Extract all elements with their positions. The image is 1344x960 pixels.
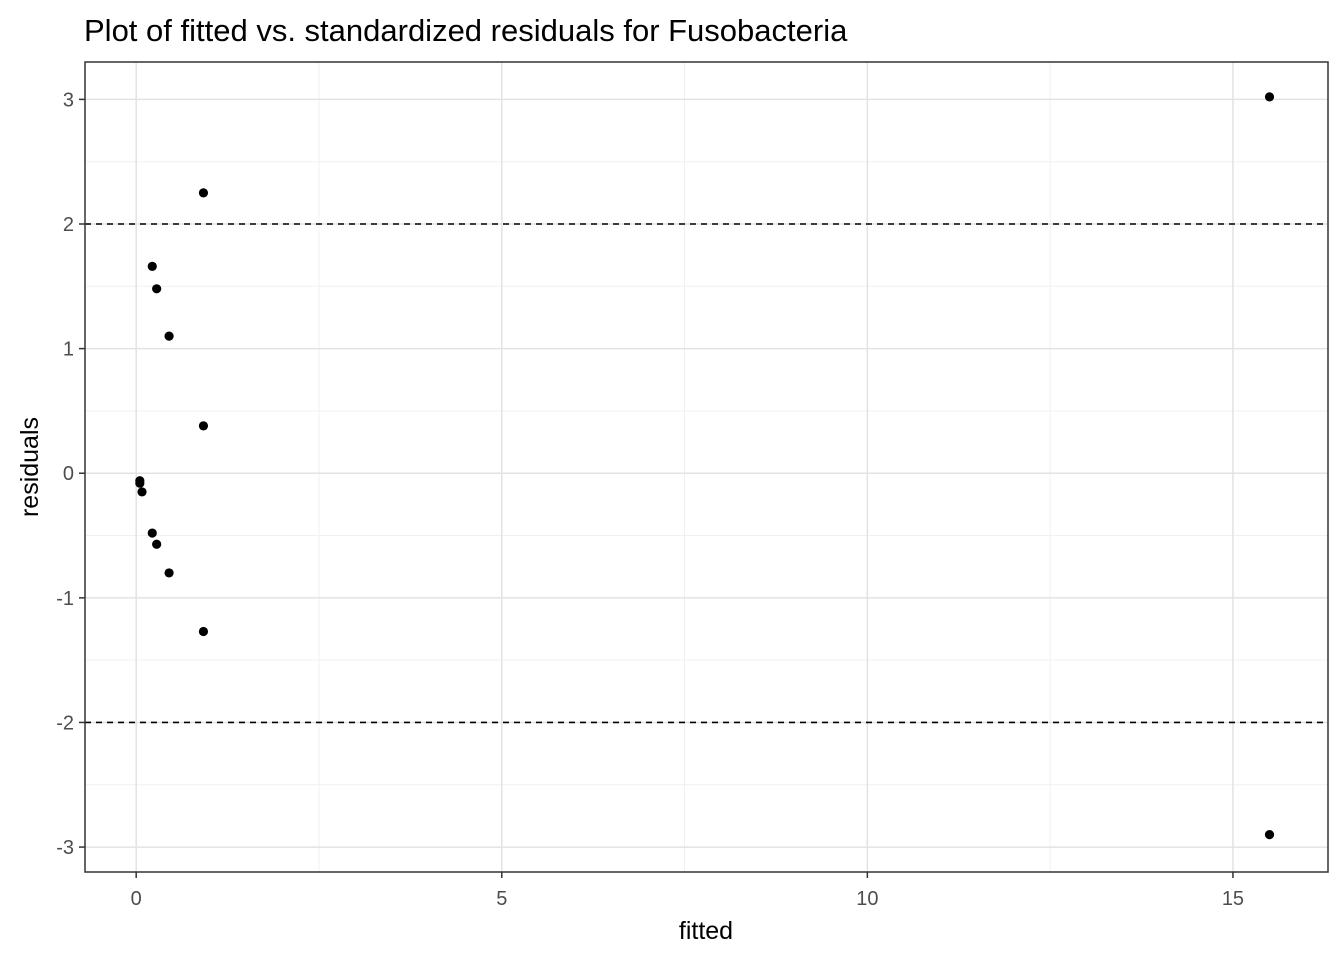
data-point bbox=[147, 528, 157, 538]
minor-gridlines bbox=[85, 62, 1328, 872]
data-point bbox=[135, 478, 145, 488]
y-axis-title: residuals bbox=[16, 417, 44, 517]
y-tick-label: -3 bbox=[56, 837, 74, 859]
data-point bbox=[198, 188, 209, 198]
x-axis-title: fitted bbox=[679, 917, 733, 945]
x-tick-label: 0 bbox=[131, 888, 142, 910]
y-tick-label: 3 bbox=[63, 89, 74, 111]
y-tick-label: 2 bbox=[63, 214, 74, 236]
data-point bbox=[152, 539, 162, 549]
y-axis-ticks: -3 -2 -1 0 1 2 3 bbox=[56, 89, 85, 859]
data-point bbox=[1264, 830, 1275, 840]
data-point bbox=[1264, 92, 1275, 102]
y-tick-label: -2 bbox=[56, 712, 74, 734]
chart-title: Plot of fitted vs. standardized residual… bbox=[84, 13, 848, 48]
plot-border bbox=[84, 61, 1329, 873]
reference-lines bbox=[85, 223, 1328, 724]
x-tick-label: 10 bbox=[856, 888, 878, 910]
x-axis-ticks: 0 5 10 15 bbox=[131, 872, 1244, 910]
x-tick-label: 15 bbox=[1222, 888, 1244, 910]
plot-background bbox=[85, 62, 1328, 872]
major-gridlines bbox=[85, 62, 1328, 872]
data-point bbox=[198, 626, 209, 637]
data-point bbox=[164, 331, 174, 341]
data-point bbox=[152, 284, 162, 294]
y-tick-label: 0 bbox=[63, 463, 74, 485]
data-point bbox=[147, 261, 157, 271]
data-point bbox=[164, 568, 174, 578]
data-points bbox=[135, 92, 1275, 840]
y-tick-label: 1 bbox=[63, 339, 74, 361]
x-tick-label: 5 bbox=[496, 888, 507, 910]
data-point bbox=[198, 421, 209, 431]
y-tick-label: -1 bbox=[56, 588, 74, 610]
data-point bbox=[137, 487, 147, 497]
